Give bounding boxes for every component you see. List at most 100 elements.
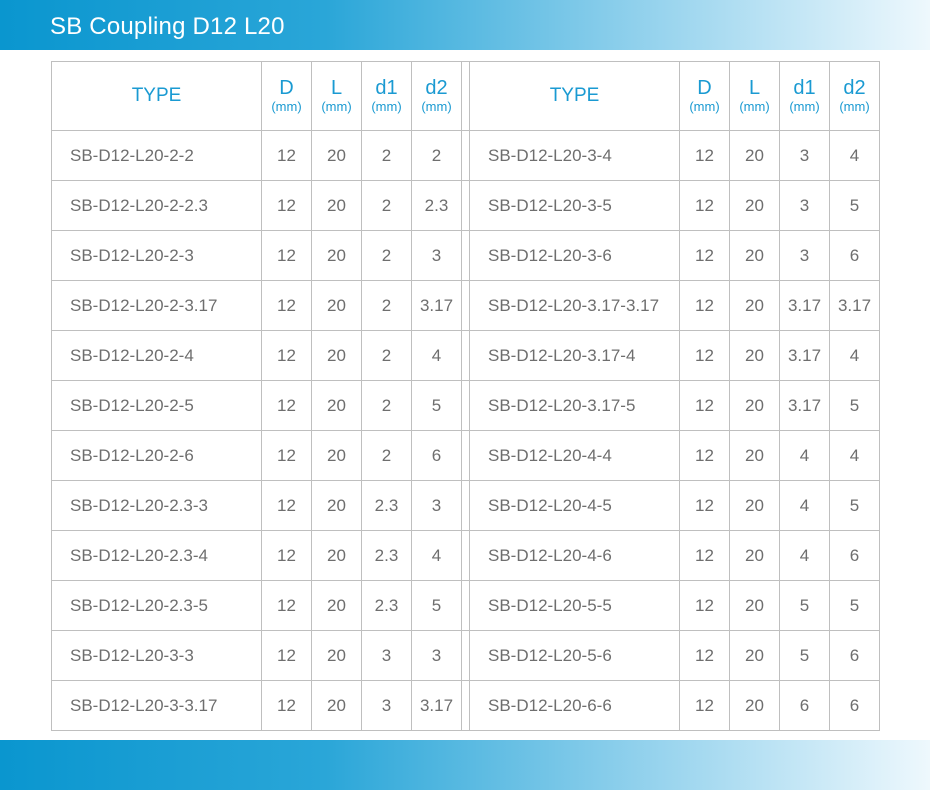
right-cell-d1: 4	[779, 530, 830, 581]
right-cell-l: 20	[729, 180, 780, 231]
left-cell-l: 20	[311, 580, 362, 631]
left-cell-d1: 2	[361, 430, 412, 481]
column-gap	[461, 580, 470, 631]
right-cell-d2: 6	[829, 230, 880, 281]
column-gap	[461, 530, 470, 581]
right-cell-l: 20	[729, 480, 780, 531]
right-cell-d2: 5	[829, 380, 880, 431]
right-cell-d: 12	[679, 230, 730, 281]
right-cell-d: 12	[679, 430, 730, 481]
header-type-right: TYPE	[469, 61, 680, 131]
column-gap	[461, 330, 470, 381]
right-cell-d1: 3.17	[779, 380, 830, 431]
left-cell-d: 12	[261, 480, 312, 531]
right-cell-type: SB-D12-L20-3.17-4	[469, 330, 680, 381]
left-cell-d2: 4	[411, 530, 462, 581]
left-cell-d1: 2	[361, 180, 412, 231]
left-cell-d: 12	[261, 180, 312, 231]
left-cell-l: 20	[311, 430, 362, 481]
table-row: SB-D12-L20-2-3.17 12 20 2 3.17 SB-D12-L20-3.1…	[51, 280, 880, 331]
right-cell-d2: 5	[829, 580, 880, 631]
right-cell-type: SB-D12-L20-6-6	[469, 680, 680, 731]
left-cell-d2: 2	[411, 130, 462, 181]
left-cell-d2: 3.17	[411, 280, 462, 331]
left-cell-d: 12	[261, 280, 312, 331]
column-gap	[461, 430, 470, 481]
table-row: SB-D12-L20-3-3.17 12 20 3 3.17 SB-D12-L20-6-6…	[51, 680, 880, 731]
left-cell-d: 12	[261, 680, 312, 731]
right-cell-d2: 3.17	[829, 280, 880, 331]
right-cell-d: 12	[679, 580, 730, 631]
right-cell-type: SB-D12-L20-5-5	[469, 580, 680, 631]
column-gap	[461, 680, 470, 731]
header-d-right: D (mm)	[679, 61, 730, 131]
right-cell-d2: 4	[829, 430, 880, 481]
right-cell-d: 12	[679, 480, 730, 531]
left-cell-l: 20	[311, 180, 362, 231]
table-row: SB-D12-L20-2-5 12 20 2 5 SB-D12-L20-3.17-5 12 2…	[51, 380, 880, 431]
right-cell-d1: 5	[779, 580, 830, 631]
left-cell-type: SB-D12-L20-2.3-4	[51, 530, 262, 581]
column-gap	[461, 61, 470, 131]
left-cell-l: 20	[311, 230, 362, 281]
right-cell-l: 20	[729, 530, 780, 581]
left-cell-d2: 5	[411, 580, 462, 631]
right-cell-d2: 6	[829, 680, 880, 731]
table-row: SB-D12-L20-3-3 12 20 3 3 SB-D12-L20-5-6 12 20 5 6	[51, 630, 880, 681]
left-cell-d2: 2.3	[411, 180, 462, 231]
left-cell-d: 12	[261, 630, 312, 681]
table-row: SB-D12-L20-2.3-3 12 20 2.3 3 SB-D12-L20-4-5 12…	[51, 480, 880, 531]
right-cell-type: SB-D12-L20-4-6	[469, 530, 680, 581]
column-gap	[461, 130, 470, 181]
right-cell-d1: 3	[779, 180, 830, 231]
right-cell-type: SB-D12-L20-3-4	[469, 130, 680, 181]
left-cell-d2: 3	[411, 230, 462, 281]
left-cell-d: 12	[261, 130, 312, 181]
right-cell-d: 12	[679, 280, 730, 331]
left-cell-d: 12	[261, 580, 312, 631]
left-cell-l: 20	[311, 480, 362, 531]
left-cell-l: 20	[311, 380, 362, 431]
left-cell-l: 20	[311, 630, 362, 681]
header-d2-right: d2 (mm)	[829, 61, 880, 131]
left-cell-d2: 3.17	[411, 680, 462, 731]
column-gap	[461, 280, 470, 331]
page-title: SB Coupling D12 L20	[50, 13, 285, 40]
right-cell-l: 20	[729, 380, 780, 431]
header-type-left: TYPE	[51, 61, 262, 131]
header-row: TYPE D (mm) L (mm) d1 (mm) d2 (mm) TYPE D (mm…	[51, 61, 880, 131]
right-cell-d1: 3.17	[779, 280, 830, 331]
table-row: SB-D12-L20-2.3-5 12 20 2.3 5 SB-D12-L20-5-5 12…	[51, 580, 880, 631]
right-cell-d2: 6	[829, 630, 880, 681]
left-cell-type: SB-D12-L20-2-2	[51, 130, 262, 181]
right-cell-d: 12	[679, 180, 730, 231]
right-cell-d2: 5	[829, 180, 880, 231]
header-l-right: L (mm)	[729, 61, 780, 131]
left-cell-d1: 2.3	[361, 580, 412, 631]
right-cell-type: SB-D12-L20-3-5	[469, 180, 680, 231]
right-cell-d1: 5	[779, 630, 830, 681]
right-cell-type: SB-D12-L20-5-6	[469, 630, 680, 681]
right-cell-d1: 3	[779, 230, 830, 281]
left-cell-d1: 2	[361, 330, 412, 381]
right-cell-d1: 3.17	[779, 330, 830, 381]
right-cell-d: 12	[679, 330, 730, 381]
left-cell-l: 20	[311, 280, 362, 331]
left-cell-d: 12	[261, 330, 312, 381]
left-cell-d: 12	[261, 230, 312, 281]
right-cell-l: 20	[729, 230, 780, 281]
right-cell-type: SB-D12-L20-3.17-5	[469, 380, 680, 431]
left-cell-type: SB-D12-L20-2-6	[51, 430, 262, 481]
right-cell-d2: 4	[829, 130, 880, 181]
right-cell-d: 12	[679, 380, 730, 431]
left-cell-type: SB-D12-L20-2-3.17	[51, 280, 262, 331]
right-cell-l: 20	[729, 680, 780, 731]
left-cell-d2: 3	[411, 630, 462, 681]
header-d1-left: d1 (mm)	[361, 61, 412, 131]
left-cell-l: 20	[311, 330, 362, 381]
left-cell-l: 20	[311, 680, 362, 731]
right-cell-l: 20	[729, 630, 780, 681]
right-cell-type: SB-D12-L20-3.17-3.17	[469, 280, 680, 331]
header-d-left: D (mm)	[261, 61, 312, 131]
title-banner: SB Coupling D12 L20	[0, 0, 930, 50]
